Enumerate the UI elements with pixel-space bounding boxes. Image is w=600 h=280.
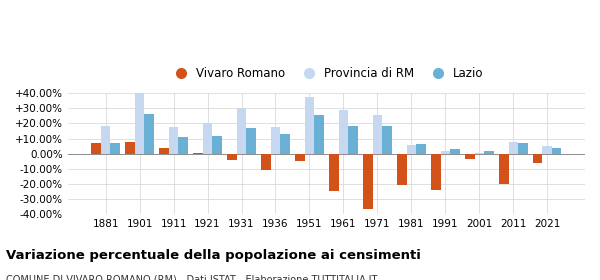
Bar	[397, 153, 407, 185]
Bar	[246, 128, 256, 153]
Bar	[212, 136, 222, 153]
Bar	[416, 144, 425, 153]
Legend: Vivaro Romano, Provincia di RM, Lazio: Vivaro Romano, Provincia di RM, Lazio	[166, 63, 487, 83]
Bar	[518, 143, 527, 153]
Bar	[329, 153, 338, 191]
Bar	[160, 148, 169, 153]
Bar	[305, 97, 314, 153]
Bar	[135, 93, 145, 153]
Bar	[499, 153, 509, 185]
Bar	[348, 126, 358, 153]
Bar	[110, 143, 120, 153]
Bar	[450, 149, 460, 153]
Bar	[125, 141, 135, 153]
Bar	[440, 151, 450, 153]
Bar	[227, 153, 237, 160]
Bar	[552, 148, 562, 153]
Bar	[382, 126, 392, 153]
Bar	[509, 141, 518, 153]
Bar	[271, 127, 280, 153]
Bar	[237, 108, 246, 153]
Bar	[203, 123, 212, 153]
Bar	[542, 146, 552, 153]
Bar	[314, 115, 324, 153]
Bar	[407, 144, 416, 153]
Bar	[169, 127, 178, 153]
Bar	[533, 153, 542, 163]
Bar	[280, 134, 290, 153]
Bar	[91, 143, 101, 153]
Bar	[431, 153, 440, 190]
Bar	[101, 126, 110, 153]
Bar	[338, 110, 348, 153]
Text: Variazione percentuale della popolazione ai censimenti: Variazione percentuale della popolazione…	[6, 249, 421, 262]
Bar	[363, 153, 373, 209]
Bar	[484, 151, 494, 153]
Bar	[145, 115, 154, 153]
Bar	[465, 153, 475, 159]
Bar	[178, 137, 188, 153]
Text: COMUNE DI VIVARO ROMANO (RM) - Dati ISTAT - Elaborazione TUTTITALIA.IT: COMUNE DI VIVARO ROMANO (RM) - Dati ISTA…	[6, 274, 377, 280]
Bar	[261, 153, 271, 170]
Bar	[373, 115, 382, 153]
Bar	[295, 153, 305, 161]
